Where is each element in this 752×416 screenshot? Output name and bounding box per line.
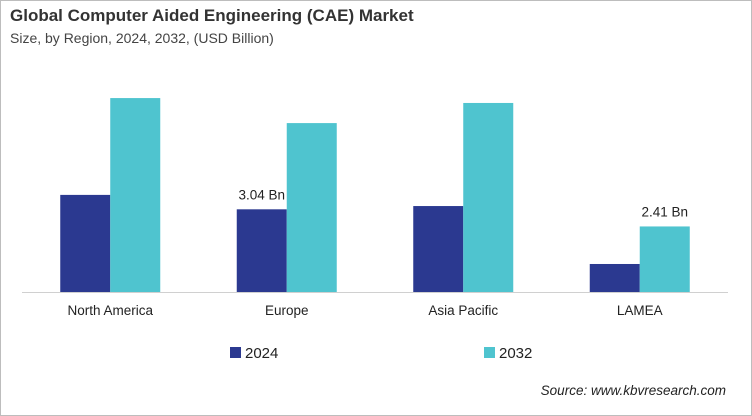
x-tick-label: North America <box>67 303 153 318</box>
bar-2024-north-america <box>60 194 111 292</box>
legend-swatch-2032 <box>484 347 495 358</box>
legend-label-2032: 2032 <box>499 345 532 362</box>
legend-swatch-2024 <box>230 347 241 358</box>
x-tick-label: Europe <box>265 303 309 318</box>
bar-2032-lamea <box>639 226 690 292</box>
x-tick-label: Asia Pacific <box>428 303 498 318</box>
bar-2024-asia-pacific <box>413 206 464 292</box>
bar-2032-asia-pacific <box>463 102 514 293</box>
data-label: 3.04 Bn <box>238 187 285 202</box>
chart-title: Global Computer Aided Engineering (CAE) … <box>10 6 414 25</box>
data-label: 2.41 Bn <box>641 204 688 219</box>
bar-2024-lamea <box>589 263 640 292</box>
chart-subtitle: Size, by Region, 2024, 2032, (USD Billio… <box>10 30 274 46</box>
bar-2024-europe <box>236 209 287 292</box>
x-tick-label: LAMEA <box>617 303 663 318</box>
bar-2032-north-america <box>110 98 161 293</box>
bar-2032-europe <box>286 123 337 292</box>
legend-label-2024: 2024 <box>245 345 278 362</box>
source-note: Source: www.kbvresearch.com <box>540 383 726 398</box>
